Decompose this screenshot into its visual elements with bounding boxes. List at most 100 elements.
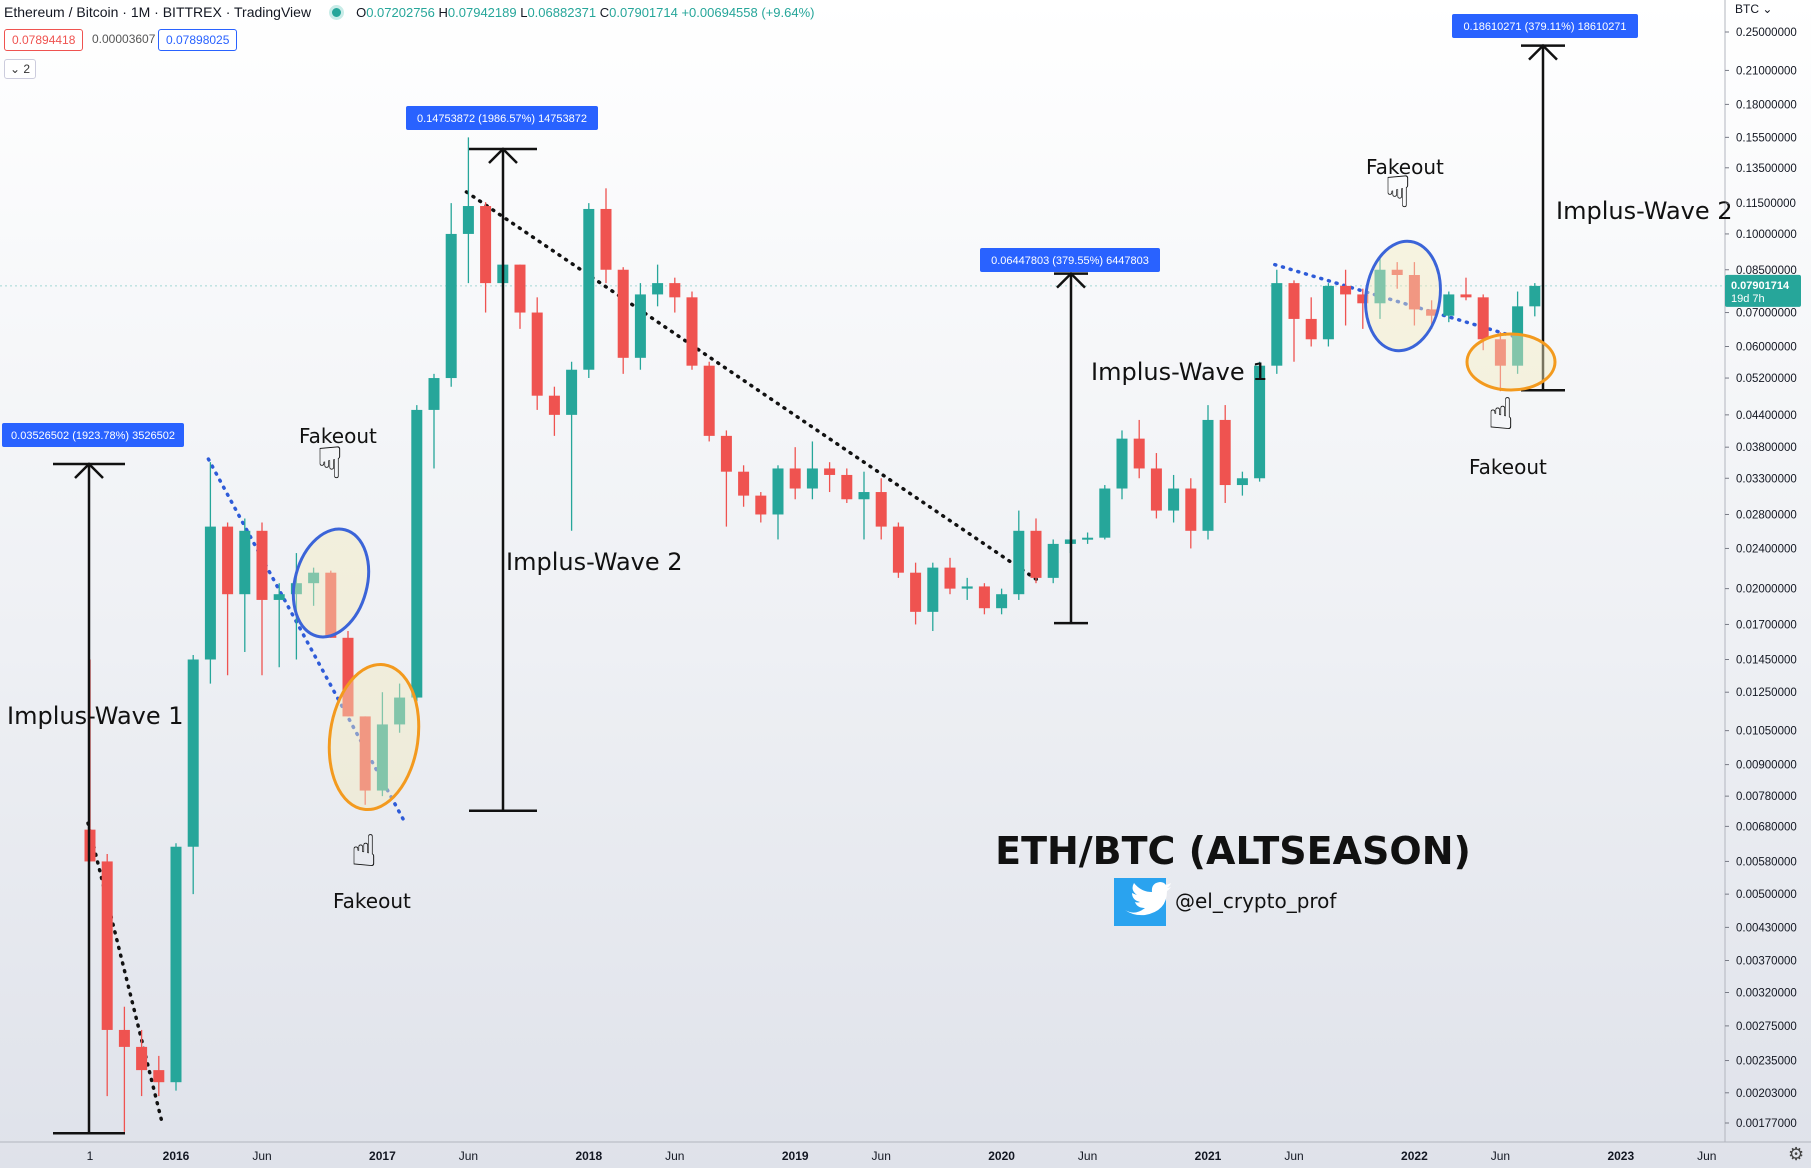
time-tick-label: Jun <box>872 1149 891 1163</box>
ask-price[interactable]: 0.07898025 <box>158 29 238 51</box>
candle-body <box>978 586 990 609</box>
price-tick-label: 0.13500000 <box>1736 163 1797 175</box>
measure-value-box <box>980 248 1160 272</box>
candle <box>239 518 251 653</box>
wave-label: Implus-Wave 2 <box>506 548 683 576</box>
candle-body <box>428 378 440 410</box>
settings-gear-icon[interactable]: ⚙ <box>1788 1144 1805 1164</box>
candle-body <box>686 297 698 366</box>
candle <box>308 567 320 606</box>
time-axis[interactable]: 1 2016 Jun 2017 Jun 2018 Jun 2019 Jun 2020 Jun 2021… <box>87 1149 1717 1163</box>
candle <box>1013 510 1025 600</box>
candle <box>738 465 750 507</box>
candle-body <box>1185 488 1197 531</box>
candle-body <box>1168 488 1180 511</box>
candle-body <box>858 492 870 500</box>
spread-value: 0.00003607 <box>92 32 156 46</box>
price-tick-label: 0.00320000 <box>1736 987 1797 999</box>
candle-body <box>1082 537 1094 540</box>
candle <box>1185 478 1197 549</box>
price-tick-label: 0.01700000 <box>1736 619 1797 631</box>
time-tick-label: 2016 <box>163 1149 190 1163</box>
fakeout-circle-2022-bottom <box>1465 332 1557 392</box>
price-tick-label: 0.01250000 <box>1736 687 1797 699</box>
candle-body <box>824 468 836 475</box>
candle-body <box>531 312 543 396</box>
candle-body <box>1150 468 1162 511</box>
candle-body <box>1443 294 1455 316</box>
price-tick-label: 0.08500000 <box>1736 265 1797 277</box>
candle <box>256 522 268 676</box>
candle-body <box>153 1070 165 1083</box>
trendline-downtrend-2021 <box>1273 262 1520 340</box>
price-tick-label: 0.02000000 <box>1736 584 1797 596</box>
candle-body <box>910 572 922 612</box>
bid-price[interactable]: 0.07894418 <box>4 29 84 51</box>
candle <box>755 492 767 523</box>
candle <box>359 716 371 805</box>
candle <box>1168 474 1180 523</box>
measure-wave2-2017 <box>469 147 537 812</box>
current-price-countdown: 19d 7h <box>1731 293 1765 305</box>
candle-body <box>1460 294 1472 298</box>
candle-body <box>738 471 750 496</box>
measure-value-box <box>1452 14 1638 38</box>
candle-body <box>669 283 681 298</box>
candle-body <box>1236 478 1248 486</box>
candle-body <box>514 264 526 313</box>
measure-arrowhead <box>1056 271 1086 289</box>
candle <box>600 188 612 284</box>
price-axis[interactable]: 0.25000000 0.21000000 0.18000000 0.15500000… <box>1725 27 1801 1130</box>
candle <box>1116 430 1128 500</box>
wave-label: Implus-Wave 2 <box>1556 197 1733 225</box>
candle <box>273 583 285 668</box>
candle-body <box>1288 283 1300 319</box>
time-tick-label: 2021 <box>1195 1149 1222 1163</box>
price-tick-label: 0.05200000 <box>1736 373 1797 385</box>
candle <box>978 583 990 615</box>
fakeout-circle-2021-top <box>1364 239 1442 353</box>
candle <box>1047 539 1059 584</box>
grid <box>0 0 1811 1143</box>
measure-value-label: 0.03526502 (1923.78%) 3526502 <box>11 430 175 442</box>
candle <box>806 441 818 500</box>
price-tick-label: 0.03300000 <box>1736 473 1797 485</box>
candle-body <box>1099 488 1111 538</box>
candle <box>1271 269 1283 374</box>
trendlines <box>86 190 1520 1128</box>
candle <box>1357 288 1369 329</box>
candle-body <box>1512 306 1524 366</box>
indicators-collapse-button[interactable]: ⌄ 2 <box>4 59 36 79</box>
candle-body <box>652 283 664 295</box>
price-tick-label: 0.02800000 <box>1736 509 1797 521</box>
candle-body <box>1219 419 1231 486</box>
candle <box>462 137 474 284</box>
candle-body <box>1357 294 1369 304</box>
candle <box>480 202 492 313</box>
candle <box>686 291 698 370</box>
candle <box>1288 280 1300 362</box>
currency-selector[interactable]: BTC ⌄ <box>1735 2 1773 16</box>
candle <box>118 1006 130 1132</box>
wave-label: Implus-Wave 1 <box>1091 358 1268 386</box>
chart-title: ETH/BTC (ALTSEASON) <box>995 829 1471 873</box>
candle-body <box>1477 297 1489 340</box>
candle-body <box>583 208 595 370</box>
candle <box>153 1055 165 1097</box>
price-tick-label: 0.00177000 <box>1736 1118 1797 1130</box>
candle <box>1236 471 1248 496</box>
time-tick-label: Jun <box>1491 1149 1510 1163</box>
candle-body <box>600 208 612 270</box>
candle <box>1391 262 1403 289</box>
price-tick-label: 0.01450000 <box>1736 654 1797 666</box>
time-tick-label: 2023 <box>1607 1149 1634 1163</box>
measure-wave1-2016 <box>53 462 125 1135</box>
symbol-title[interactable]: Ethereum / Bitcoin · 1M · BITTREX · Trad… <box>4 4 312 20</box>
candle <box>669 277 681 313</box>
candle <box>910 562 922 625</box>
candle-body <box>1030 530 1042 578</box>
candle <box>187 654 199 895</box>
candle <box>996 588 1008 615</box>
candle-body <box>1340 285 1352 295</box>
